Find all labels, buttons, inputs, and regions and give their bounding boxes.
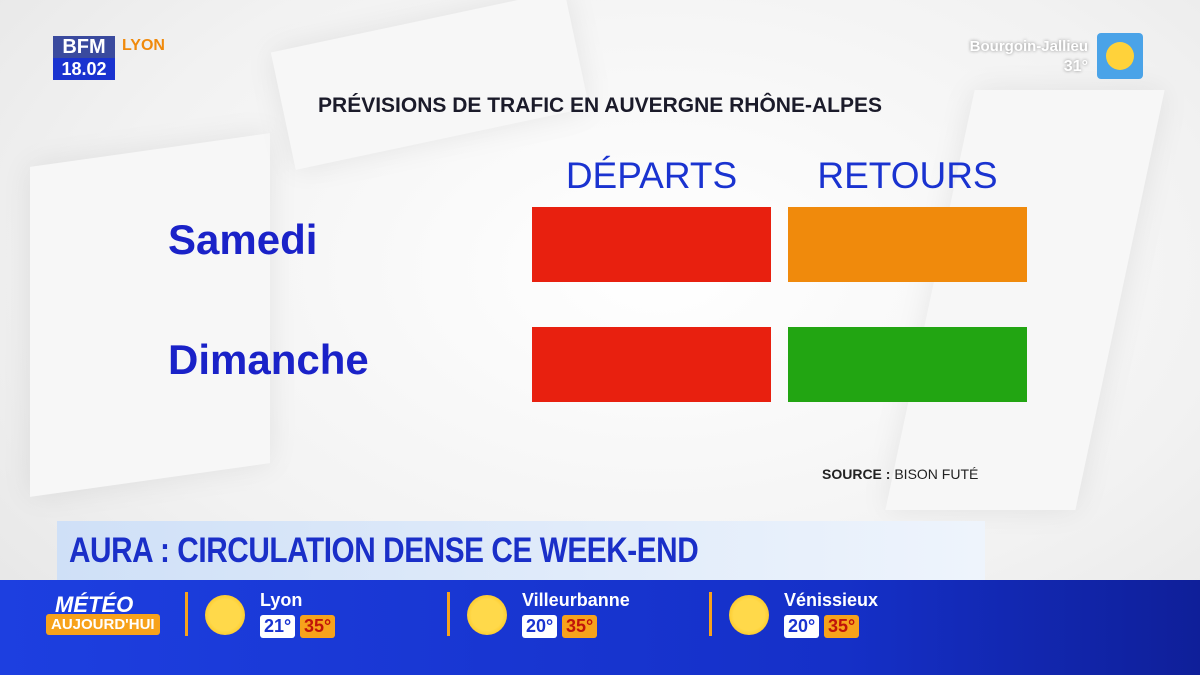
temp-max: 35° [562,615,598,638]
source: SOURCE : BISON FUTÉ [822,466,978,482]
traffic-cell [532,327,771,402]
weather-city: Bourgoin-Jallieu [969,38,1088,55]
city-name: Vénissieux [784,590,879,610]
traffic-cell [788,327,1027,402]
logo: BFM [53,36,115,58]
weather-bar: MÉTÉO AUJOURD'HUI [0,580,1200,675]
sun-icon [467,595,507,635]
temp-min: 21° [260,615,296,638]
bg-shape [30,133,270,497]
row-label: Dimanche [168,336,369,383]
traffic-cell [532,207,771,282]
weather-icon [1097,33,1143,79]
weather-title: MÉTÉO [55,592,134,617]
temp-max: 35° [824,615,860,638]
traffic-cell [788,207,1027,282]
separator [185,592,188,636]
channel: LYON [122,37,165,54]
city-name: Lyon [260,590,303,610]
separator [447,592,450,636]
bg-shape [270,0,590,170]
source-name: BISON FUTÉ [894,466,979,482]
temp-min: 20° [784,615,820,638]
table-title: PRÉVISIONS DE TRAFIC EN AUVERGNE RHÔNE-A… [318,94,882,117]
sun-icon [729,595,769,635]
source-label: SOURCE : [822,466,891,482]
weather-subtitle: AUJOURD'HUI [46,614,160,635]
column-header: RETOURS [817,155,998,196]
headline-bar: AURA : CIRCULATION DENSE CE WEEK-END [57,521,985,580]
bg-shape [885,90,1165,510]
temp-min: 20° [522,615,558,638]
row-label: Samedi [168,216,318,263]
separator [709,592,712,636]
weather-temp: 31° [1063,58,1088,75]
clock: 18.02 [53,58,115,80]
temp-max: 35° [300,615,336,638]
city-name: Villeurbanne [522,590,630,610]
headline: AURA : CIRCULATION DENSE CE WEEK-END [69,531,699,570]
column-header: DÉPARTS [565,155,738,196]
sun-icon [205,595,245,635]
